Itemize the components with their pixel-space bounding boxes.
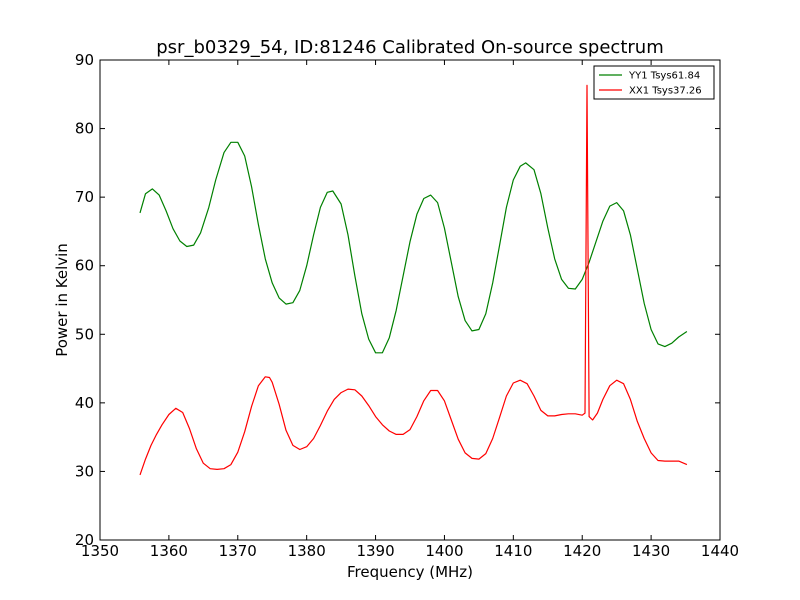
plot-frame (99, 59, 721, 541)
x-tick-label: 1440 (701, 542, 739, 560)
series-line-1 (139, 141, 688, 354)
y-axis-ticks: 20 30 40 50 60 70 80 90 (75, 51, 720, 549)
x-tick-label: 1350 (81, 542, 119, 560)
x-axis-label: Frequency (MHz) (347, 563, 473, 581)
legend-label-2: XX1 Tsys37.26 (629, 86, 702, 97)
series-line-2 (139, 84, 688, 476)
y-tick-label: 90 (75, 51, 94, 69)
y-tick-label: 60 (75, 257, 94, 275)
x-tick-label: 1380 (288, 542, 326, 560)
x-tick-label: 1370 (219, 542, 257, 560)
y-tick-label: 50 (75, 325, 94, 343)
x-tick-label: 1360 (150, 542, 188, 560)
x-axis-ticks: 1350 1360 1370 1380 1390 1400 1410 1420 1430 1440 (81, 60, 739, 560)
x-tick-label: 1390 (356, 542, 394, 560)
y-axis-label: Power in Kelvin (53, 243, 71, 357)
chart-title: psr_b0329_54, ID:81246 Calibrated On-sou… (156, 37, 663, 58)
y-tick-label: 80 (75, 120, 94, 138)
legend-label-1: YY1 Tsys61.84 (628, 71, 700, 82)
x-tick-label: 1430 (632, 542, 670, 560)
legend: YY1 Tsys61.84 XX1 Tsys37.26 (593, 65, 715, 100)
y-tick-label: 70 (75, 188, 94, 206)
legend-box (593, 65, 715, 100)
y-tick-label: 40 (75, 394, 94, 412)
x-tick-label: 1410 (494, 542, 532, 560)
x-tick-label: 1420 (563, 542, 601, 560)
y-tick-label: 30 (75, 462, 94, 480)
series-layer (139, 84, 688, 476)
y-tick-label: 20 (75, 531, 94, 549)
x-tick-label: 1400 (425, 542, 463, 560)
